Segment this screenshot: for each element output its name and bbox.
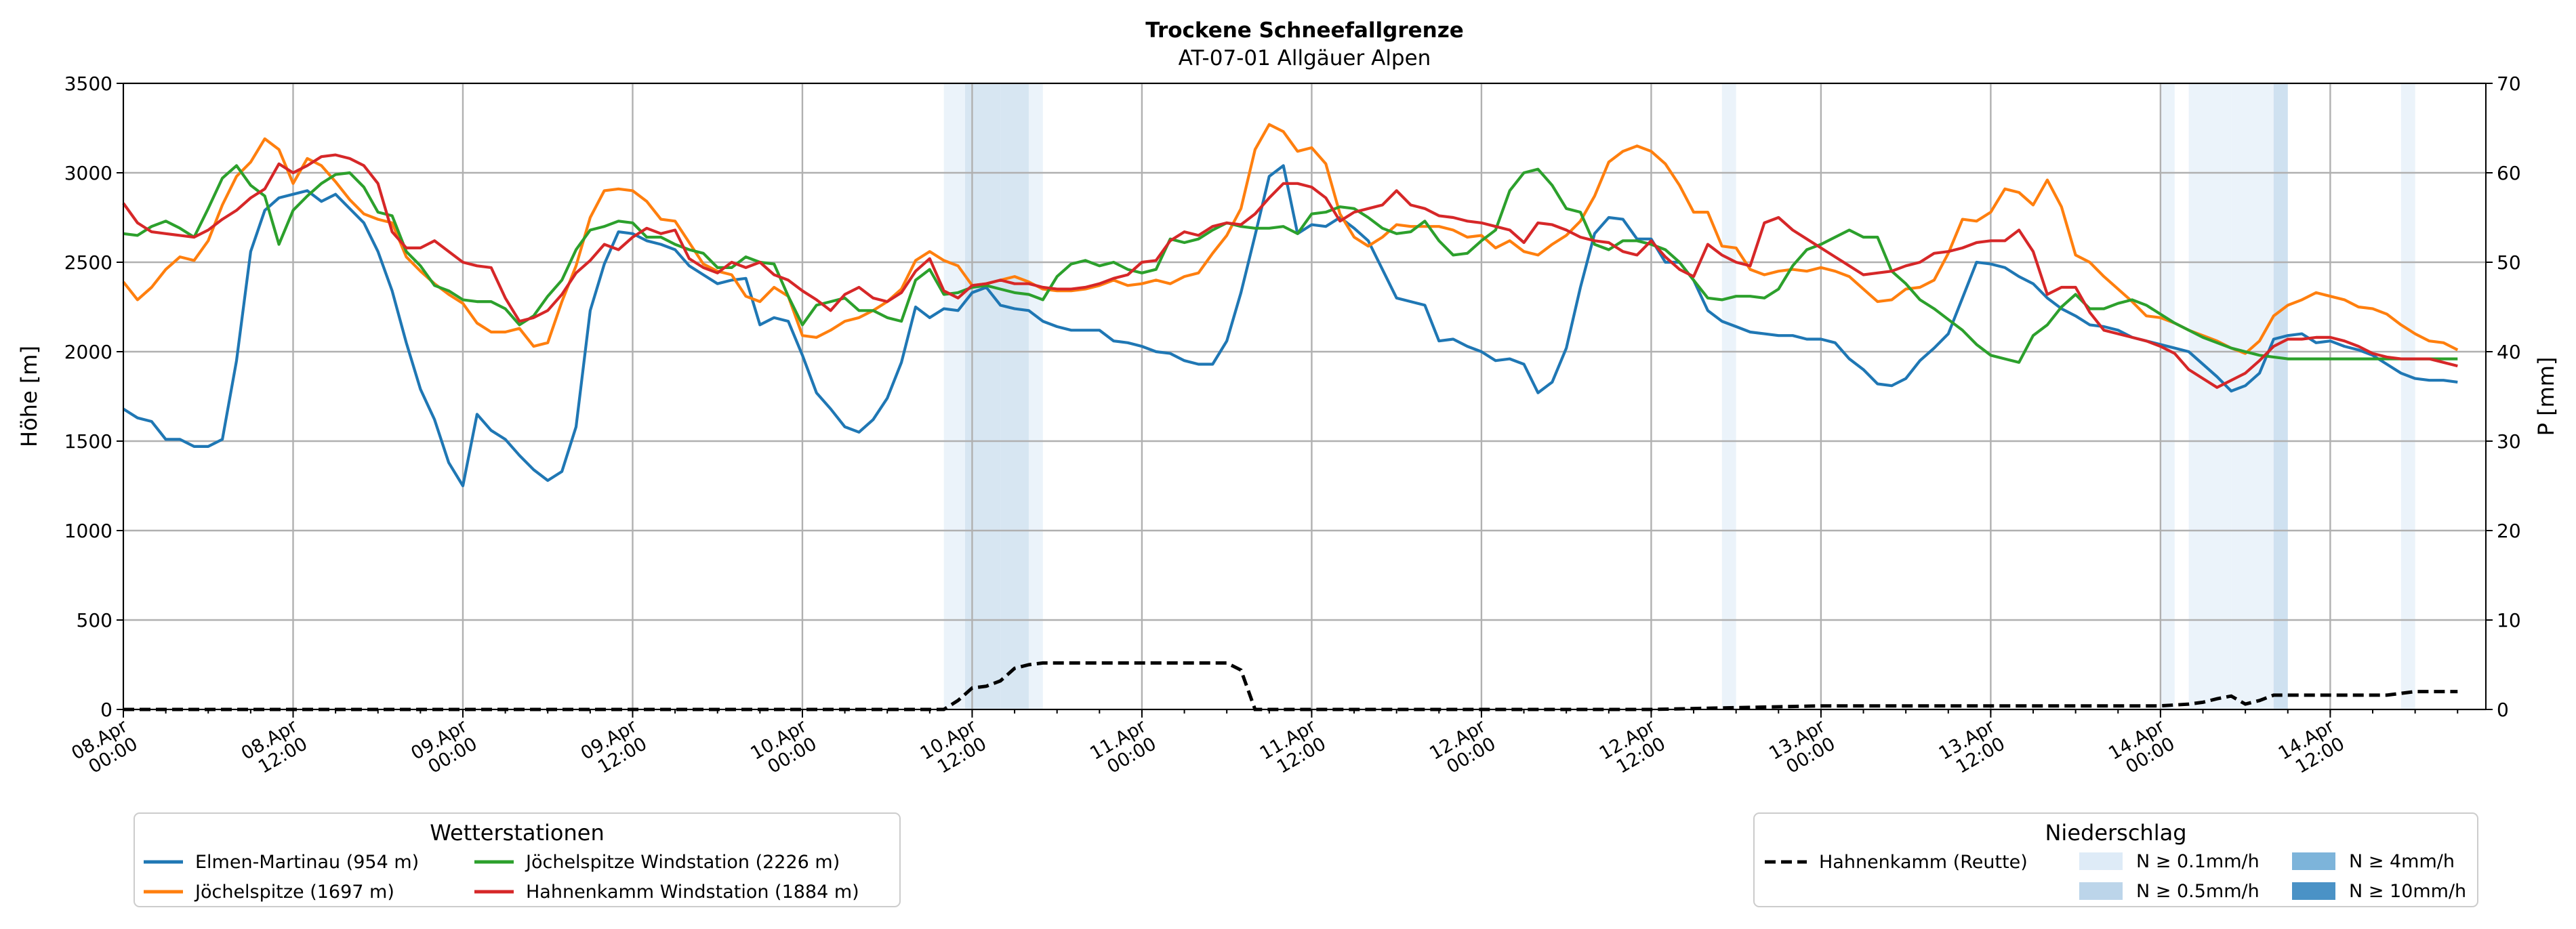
precip-band-2 — [1000, 83, 1029, 709]
precip-band-0 — [943, 83, 966, 709]
legend-precip-swatch-1 — [2079, 882, 2123, 900]
legend-label-3: Hahnenkamm Windstation (1884 m) — [526, 882, 859, 903]
y2-tick-label-3: 30 — [2497, 430, 2521, 453]
legend-precip-swatch-2 — [2292, 852, 2335, 870]
precipitation-bands — [943, 83, 2415, 709]
series-line-2 — [123, 164, 2458, 364]
y-tick-label-2: 1000 — [64, 520, 113, 542]
chart-title: Trockene Schneefallgrenze — [1145, 18, 1464, 43]
y2-tick-label-5: 50 — [2497, 251, 2521, 274]
legend-precip-swatch-3 — [2292, 882, 2335, 900]
legend-label-2: Jöchelspitze Windstation (2226 m) — [525, 852, 840, 873]
legend-precipitation: Niederschlag Hahnenkamm (Reutte) N ≥ 0.1… — [1753, 812, 2478, 907]
chart-subtitle: AT-07-01 Allgäuer Alpen — [1179, 46, 1431, 70]
legend-precip-label-0: N ≥ 0.1mm/h — [2136, 851, 2260, 872]
y2-axis-label: P [mm] — [2533, 357, 2559, 436]
y-tick-label-0: 0 — [100, 699, 113, 721]
precip-band-1 — [965, 83, 1001, 709]
legend-precip-label-1: N ≥ 0.5mm/h — [2136, 881, 2260, 902]
legend-precip-label-3: N ≥ 10mm/h — [2349, 881, 2466, 902]
precip-band-9 — [2400, 83, 2415, 709]
series-line-3 — [122, 153, 2458, 389]
series-lines — [122, 123, 2459, 711]
grid-lines — [122, 82, 2486, 711]
legend-stations-title: Wetterstationen — [430, 820, 604, 846]
plot-frame — [123, 83, 2487, 710]
y-tick-label-4: 2000 — [64, 341, 113, 363]
legend-label-1: Jöchelspitze (1697 m) — [194, 882, 394, 903]
y-tick-label-6: 3000 — [64, 162, 113, 184]
y2-tick-label-4: 40 — [2497, 341, 2521, 363]
series-line-1 — [122, 123, 2459, 355]
y-tick-label-5: 2500 — [64, 251, 113, 274]
y2-tick-label-6: 60 — [2497, 162, 2521, 184]
legend-precip-title: Niederschlag — [2045, 820, 2186, 846]
precip-band-4 — [1721, 83, 1736, 709]
precip-band-3 — [1028, 83, 1043, 709]
precip-band-5 — [2160, 83, 2175, 709]
axes: 0 500 1000 1500 2000 2500 3000 3500 0 10 20 30 40 50 6… — [64, 73, 2521, 778]
precip-line — [123, 661, 2458, 711]
y2-tick-label-1: 10 — [2497, 609, 2521, 632]
series-line-0 — [122, 164, 2458, 488]
legend-stations: Wetterstationen Elmen-Martinau (954 m) Jö… — [134, 812, 901, 907]
y2-tick-label-0: 0 — [2497, 699, 2509, 721]
y2-tick-label-7: 70 — [2497, 73, 2521, 95]
precip-band-8 — [2273, 83, 2288, 709]
precip-band-6 — [2188, 83, 2232, 709]
y-axis-label: Höhe [m] — [16, 346, 42, 447]
legend-precip-line-label: Hahnenkamm (Reutte) — [1819, 852, 2028, 873]
y2-tick-label-2: 20 — [2497, 520, 2521, 542]
y-tick-label-1: 500 — [77, 609, 113, 632]
legend-label-0: Elmen-Martinau (954 m) — [195, 852, 419, 873]
y-tick-label-3: 1500 — [64, 430, 113, 453]
legend-precip-label-2: N ≥ 4mm/h — [2349, 851, 2455, 872]
y-tick-label-7: 3500 — [64, 73, 113, 95]
legend-stations-frame — [134, 812, 901, 907]
legend-precip-swatch-0 — [2079, 852, 2123, 870]
